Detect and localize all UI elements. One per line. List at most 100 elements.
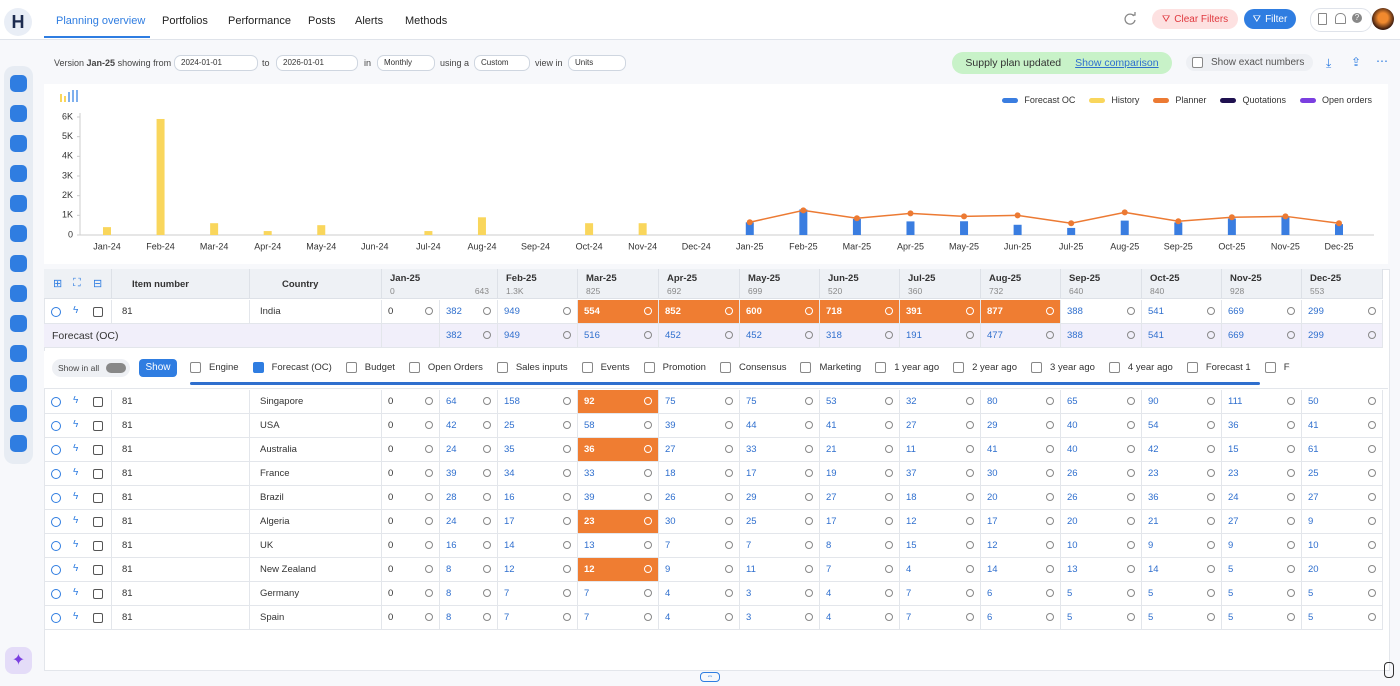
info-icon[interactable] (1046, 421, 1054, 429)
nav-reports[interactable] (10, 285, 27, 302)
info-icon[interactable] (966, 541, 974, 549)
info-icon[interactable] (805, 331, 813, 339)
nav-tab[interactable]: Alerts (355, 15, 384, 27)
info-icon[interactable] (425, 613, 433, 621)
row-checkbox[interactable] (93, 469, 103, 479)
info-icon[interactable] (483, 541, 491, 549)
nav-tab[interactable]: Methods (405, 15, 448, 27)
info-icon[interactable] (805, 493, 813, 501)
info-icon[interactable] (483, 307, 491, 315)
info-icon[interactable] (1207, 307, 1215, 315)
info-icon[interactable] (563, 493, 571, 501)
info-icon[interactable] (1368, 517, 1376, 525)
row-checkbox[interactable] (93, 613, 103, 623)
info-icon[interactable] (1368, 565, 1376, 573)
info-icon[interactable] (1287, 613, 1295, 621)
bolt-icon[interactable]: ϟ (73, 491, 79, 502)
info-icon[interactable] (1207, 541, 1215, 549)
bolt-icon[interactable]: ϟ (73, 467, 79, 478)
help-icon[interactable]: ? (1352, 13, 1362, 23)
info-icon[interactable] (644, 445, 652, 453)
option[interactable]: Forecast (OC) (252, 360, 332, 374)
option-checkbox[interactable] (953, 361, 965, 373)
option[interactable]: Consensus (719, 360, 786, 374)
info-icon[interactable] (563, 445, 571, 453)
info-icon[interactable] (1046, 565, 1054, 573)
avatar[interactable] (1372, 8, 1394, 30)
info-icon[interactable] (1046, 517, 1054, 525)
info-icon[interactable] (644, 565, 652, 573)
option[interactable]: Forecast 2 (1264, 360, 1290, 374)
info-icon[interactable] (1287, 421, 1295, 429)
info-icon[interactable] (563, 421, 571, 429)
info-icon[interactable] (563, 613, 571, 621)
info-icon[interactable] (1287, 397, 1295, 405)
bolt-icon[interactable]: ϟ (73, 611, 79, 622)
info-icon[interactable] (885, 565, 893, 573)
info-icon[interactable] (725, 397, 733, 405)
info-icon[interactable] (725, 445, 733, 453)
info-icon[interactable] (1287, 541, 1295, 549)
info-icon[interactable] (563, 307, 571, 315)
bolt-icon[interactable]: ϟ (73, 419, 79, 430)
info-icon[interactable] (483, 331, 491, 339)
info-icon[interactable] (966, 307, 974, 315)
info-icon[interactable] (563, 541, 571, 549)
info-icon[interactable] (1046, 331, 1054, 339)
info-icon[interactable] (966, 421, 974, 429)
option[interactable]: Open Orders (408, 360, 483, 374)
info-icon[interactable] (885, 541, 893, 549)
collapse-icon[interactable] (51, 613, 61, 623)
info-icon[interactable] (425, 565, 433, 573)
info-icon[interactable] (425, 445, 433, 453)
option[interactable]: 2 year ago (953, 360, 1017, 374)
option-checkbox[interactable] (1264, 361, 1276, 373)
info-icon[interactable] (425, 397, 433, 405)
info-icon[interactable] (1207, 331, 1215, 339)
option-checkbox[interactable] (875, 361, 887, 373)
info-icon[interactable] (1127, 397, 1135, 405)
nav-board[interactable] (10, 315, 27, 332)
info-icon[interactable] (1207, 445, 1215, 453)
resize-handle[interactable]: ⇔ (700, 672, 720, 682)
nav-charts[interactable] (10, 165, 27, 182)
info-icon[interactable] (644, 469, 652, 477)
info-icon[interactable] (725, 541, 733, 549)
info-icon[interactable] (805, 469, 813, 477)
to-date[interactable]: 2026-01-01 (276, 55, 358, 71)
collapse-icon[interactable] (51, 589, 61, 599)
refresh-icon[interactable] (1123, 12, 1137, 26)
info-icon[interactable] (725, 613, 733, 621)
info-icon[interactable] (1287, 493, 1295, 501)
option[interactable]: Budget (345, 360, 395, 374)
info-icon[interactable] (1127, 445, 1135, 453)
info-icon[interactable] (1127, 331, 1135, 339)
info-icon[interactable] (1368, 331, 1376, 339)
info-icon[interactable] (483, 613, 491, 621)
info-icon[interactable] (966, 613, 974, 621)
info-icon[interactable] (425, 307, 433, 315)
info-icon[interactable] (1368, 613, 1376, 621)
info-icon[interactable] (725, 469, 733, 477)
bolt-icon[interactable]: ϟ (73, 515, 79, 526)
info-icon[interactable] (885, 613, 893, 621)
info-icon[interactable] (885, 421, 893, 429)
bolt-icon[interactable]: ϟ (73, 443, 79, 454)
info-icon[interactable] (1127, 589, 1135, 597)
option-checkbox[interactable] (1108, 361, 1120, 373)
info-icon[interactable] (1287, 469, 1295, 477)
info-icon[interactable] (1368, 421, 1376, 429)
info-icon[interactable] (644, 493, 652, 501)
assistant-button[interactable]: ✦ (5, 647, 32, 674)
nav-mail[interactable] (10, 405, 27, 422)
nav-users[interactable] (10, 135, 27, 152)
info-icon[interactable] (1368, 445, 1376, 453)
info-icon[interactable] (483, 493, 491, 501)
row-checkbox[interactable] (93, 397, 103, 407)
info-icon[interactable] (483, 397, 491, 405)
nav-tab[interactable]: Performance (228, 15, 291, 27)
info-icon[interactable] (1127, 613, 1135, 621)
info-icon[interactable] (966, 493, 974, 501)
nav-factory[interactable] (10, 195, 27, 212)
option-checkbox[interactable] (719, 361, 731, 373)
